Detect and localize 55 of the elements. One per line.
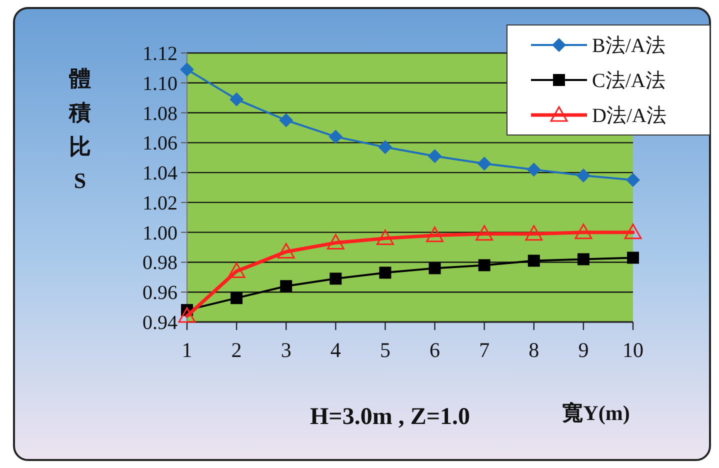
point xyxy=(428,262,441,274)
point xyxy=(376,230,394,246)
y-tick-label: 1.06 xyxy=(142,132,178,155)
y-tick-label: 1.10 xyxy=(142,72,178,95)
y-tick-label: 1.08 xyxy=(142,102,178,125)
point xyxy=(230,292,243,304)
y-tick-label: 1.00 xyxy=(142,222,178,244)
point xyxy=(379,266,392,279)
x-tick-label: 7 xyxy=(479,338,490,362)
point xyxy=(574,224,592,240)
legend-label: B法/A法 xyxy=(592,35,666,57)
point xyxy=(525,225,543,241)
point xyxy=(279,113,294,128)
x-tick-label: 4 xyxy=(330,338,342,362)
x-axis-title: 寬Y(m) xyxy=(562,401,630,425)
y-axis-title: 體積比S xyxy=(68,66,91,193)
point xyxy=(326,234,344,250)
point xyxy=(277,243,295,259)
x-tick-label: 10 xyxy=(622,338,644,362)
y-tick-label: 0.94 xyxy=(142,312,178,334)
y-tick-label: 1.02 xyxy=(142,192,178,214)
point xyxy=(627,252,639,264)
text: H=3.0m , Z=1.0 xyxy=(310,404,470,430)
point xyxy=(576,168,590,183)
point xyxy=(624,224,642,240)
point xyxy=(330,272,342,285)
x-tick-label: 6 xyxy=(430,338,440,362)
point xyxy=(228,262,246,278)
point xyxy=(478,259,490,272)
legend-label: D法/A法 xyxy=(592,105,666,127)
y-tick-label: 0.96 xyxy=(142,282,178,304)
point xyxy=(280,280,292,292)
x-tick-label: 8 xyxy=(528,338,540,362)
y-tick-label: 1.04 xyxy=(142,162,178,185)
point xyxy=(378,140,392,154)
x-tick-label: 2 xyxy=(231,338,242,362)
point xyxy=(328,130,343,144)
x-tick-label: 5 xyxy=(380,338,390,362)
point xyxy=(577,253,590,266)
point xyxy=(477,156,492,171)
y-tick-label: 1.12 xyxy=(142,43,178,65)
x-tick-label: 3 xyxy=(280,338,292,362)
point xyxy=(428,149,442,164)
point xyxy=(178,307,196,323)
point xyxy=(476,225,494,241)
y-tick-label: 0.98 xyxy=(142,252,178,274)
point xyxy=(528,254,540,267)
point xyxy=(526,162,541,177)
point xyxy=(626,173,640,188)
point xyxy=(426,226,444,242)
point xyxy=(230,92,244,106)
legend-label: C法/A法 xyxy=(592,70,666,92)
x-tick-label: 9 xyxy=(578,338,589,362)
point xyxy=(180,62,194,76)
x-tick-label: 1 xyxy=(182,338,192,362)
